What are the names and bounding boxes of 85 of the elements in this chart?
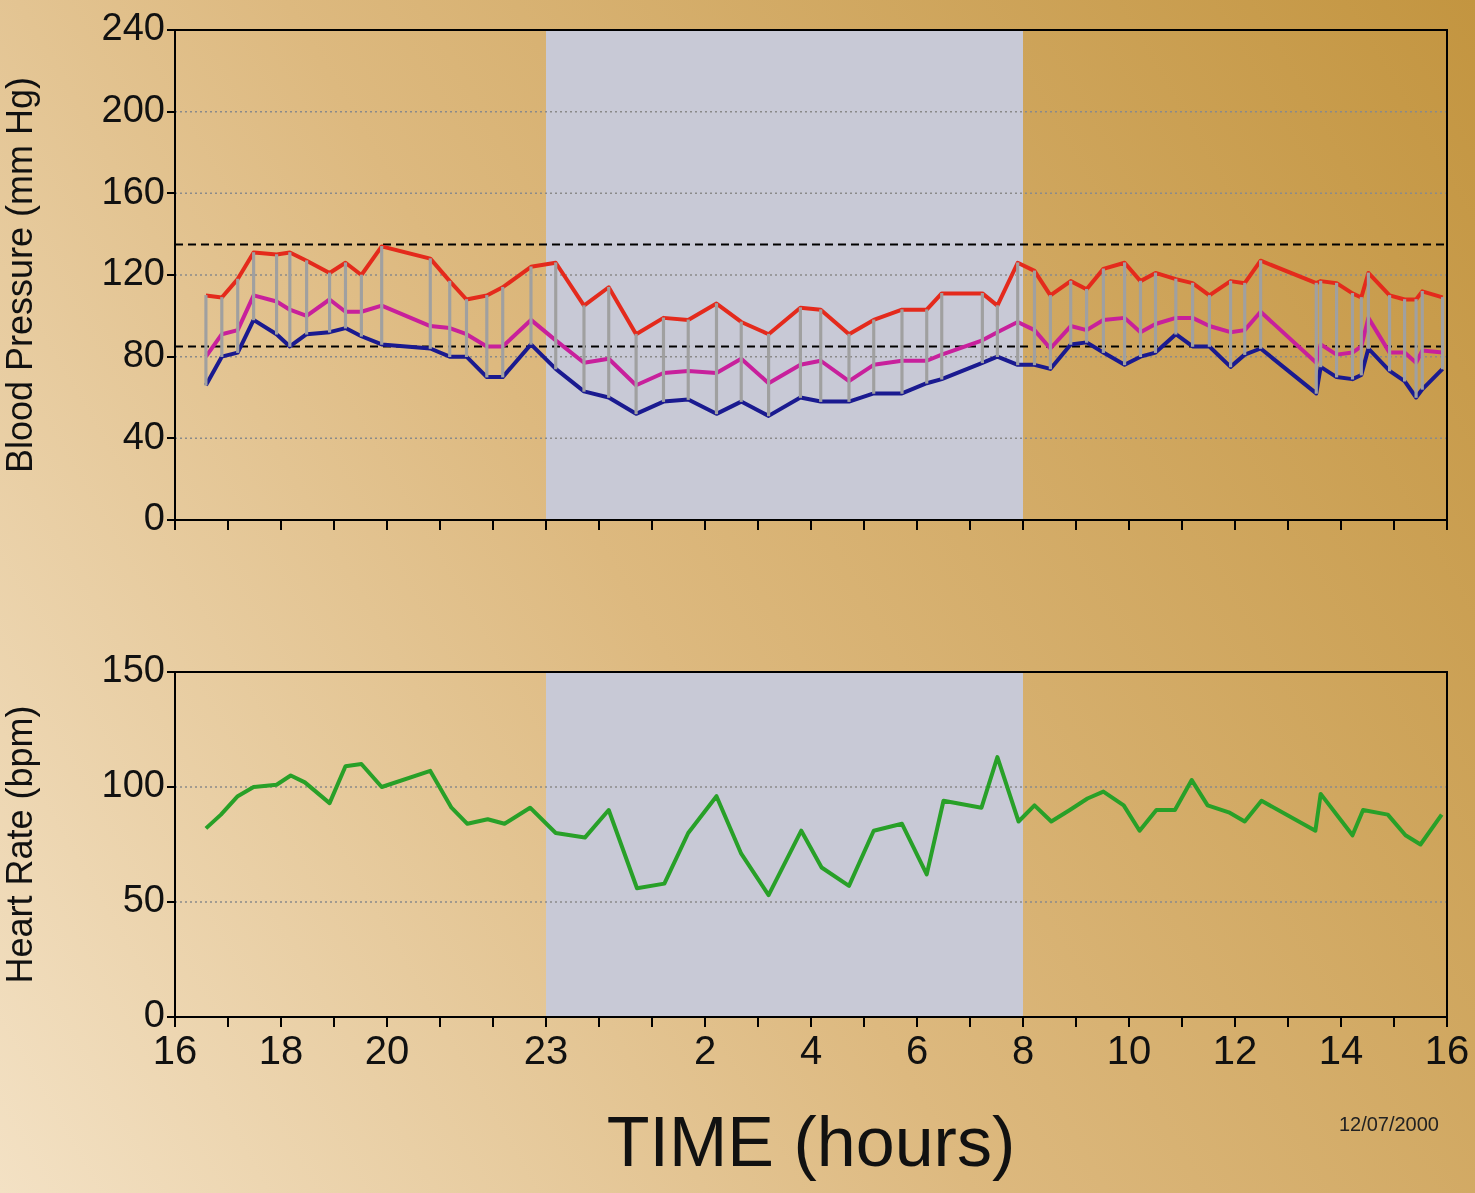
- y-tick-label: 50: [122, 878, 165, 921]
- bar: [1359, 297, 1363, 376]
- x-tick-label: 12: [1212, 1028, 1258, 1073]
- bar: [714, 303, 719, 415]
- bar: [1366, 272, 1370, 349]
- y-tick-label: 80: [122, 333, 165, 376]
- bar: [220, 297, 224, 357]
- bar: [900, 309, 904, 394]
- bar: [305, 260, 309, 335]
- bar: [1243, 282, 1247, 355]
- bar: [288, 252, 292, 347]
- x-tick-label: 8: [1011, 1028, 1035, 1073]
- bar: [1123, 262, 1127, 366]
- bar: [464, 299, 469, 357]
- bar: [847, 333, 851, 402]
- x-tick-label: 16: [1424, 1028, 1470, 1073]
- bar: [1414, 299, 1418, 398]
- bar: [940, 293, 944, 380]
- bar: [1138, 280, 1143, 357]
- text: 12/07/2000: [1338, 1112, 1439, 1135]
- x-tick-label: 20: [364, 1028, 410, 1073]
- bar: [1032, 270, 1037, 366]
- y-tick-label: 150: [101, 648, 165, 691]
- bar: [995, 305, 999, 357]
- bar: [236, 278, 240, 353]
- x-tick-label: 14: [1318, 1028, 1364, 1073]
- bar: [275, 254, 279, 335]
- bar: [1085, 288, 1089, 343]
- bar: [1048, 295, 1052, 370]
- y-tick-label: 0: [143, 496, 165, 539]
- bar: [980, 293, 984, 364]
- bar: [252, 252, 256, 321]
- bar: [1350, 293, 1355, 380]
- bar: [1101, 268, 1105, 353]
- bar: [798, 307, 802, 398]
- y-axis-title: Blood Pressure (mm Hg): [0, 76, 40, 474]
- bar: [1229, 280, 1233, 368]
- bar: [343, 262, 348, 329]
- bar: [1314, 282, 1318, 394]
- y-tick-label: 100: [101, 763, 165, 806]
- bar: [1016, 262, 1020, 366]
- bar: [359, 274, 363, 337]
- bar: [1153, 272, 1158, 353]
- bar: [1388, 295, 1392, 372]
- x-tick-label: 10: [1106, 1028, 1152, 1073]
- bar: [1259, 260, 1263, 349]
- x-tick-label: 23: [523, 1028, 569, 1073]
- bar: [872, 319, 876, 394]
- bar: [607, 286, 611, 398]
- bar: [1335, 282, 1339, 378]
- x-axis-title: TIME (hours): [606, 1103, 1016, 1182]
- bar: [380, 246, 384, 345]
- y-tick-label: 40: [122, 414, 165, 457]
- bar: [554, 262, 558, 370]
- bar: [448, 280, 452, 357]
- bar: [686, 319, 690, 400]
- x-tick-label: 4: [799, 1028, 823, 1073]
- bar: [634, 333, 638, 415]
- x-tick-label: 18: [258, 1028, 304, 1073]
- bar: [1174, 278, 1178, 335]
- x-tick-label: 6: [905, 1028, 929, 1073]
- bar: [1420, 291, 1424, 390]
- bar: [1441, 297, 1445, 370]
- bar: [582, 305, 586, 392]
- y-tick-label: 200: [101, 88, 165, 131]
- bar: [501, 286, 505, 378]
- bar: [1069, 280, 1073, 345]
- y-tick-label: 120: [101, 251, 165, 294]
- bar: [739, 321, 743, 402]
- bar: [204, 295, 208, 386]
- bar: [1191, 282, 1195, 347]
- bar: [428, 258, 432, 349]
- y-tick-label: 240: [101, 6, 165, 49]
- bar: [529, 266, 533, 345]
- bar: [1403, 299, 1407, 382]
- bar: [925, 309, 929, 384]
- y-tick-label: 160: [101, 169, 165, 212]
- y-axis-title: Heart Rate (bpm): [0, 705, 40, 984]
- bar: [485, 295, 489, 378]
- bar: [819, 309, 823, 402]
- bar: [328, 272, 332, 333]
- bar: [767, 333, 771, 417]
- x-tick-label: 2: [693, 1028, 717, 1073]
- bar: [1207, 295, 1211, 347]
- bar: [661, 317, 666, 402]
